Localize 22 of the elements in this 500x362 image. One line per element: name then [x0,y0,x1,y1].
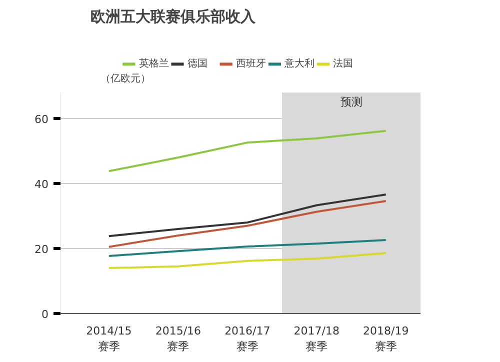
y-tick-label: 60 [34,113,49,126]
y-tick-label: 40 [34,178,49,191]
x-tick-label: 2014/15 赛季 [86,324,132,354]
chart-title: 欧洲五大联赛俱乐部收入 [90,8,256,26]
line-series [108,194,387,238]
legend-label: 英格兰 [138,58,169,70]
y-tick-label: 20 [34,243,49,256]
line-series [108,252,387,269]
line-series [108,130,387,172]
x-tick-label: 2016/17 赛季 [224,324,270,354]
x-tick-label: 2015/16 赛季 [155,324,202,354]
y-tick-label: 0 [42,308,48,321]
legend-label: 西班牙 [236,58,266,70]
legend-label: 意大利 [284,58,315,70]
line-series [108,239,387,257]
x-tick-label: 2018/19 赛季 [363,324,409,354]
x-tick-label: 2017/18 赛季 [294,324,340,354]
line-series [108,200,387,248]
legend-label: 法国 [333,58,354,70]
band-label: 预测 [340,96,362,108]
y-axis-title: （亿欧元） [100,74,150,84]
legend-label: 德国 [187,58,208,70]
